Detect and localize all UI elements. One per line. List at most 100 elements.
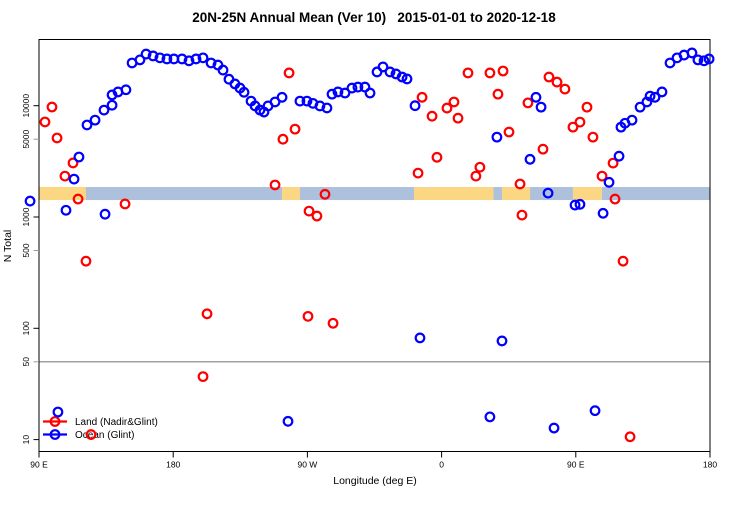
legend-marker-ocean-icon — [49, 429, 61, 440]
data-point-ocean — [401, 73, 413, 85]
data-point-ocean — [205, 57, 217, 69]
data-point-ocean — [161, 53, 173, 65]
data-point-ocean — [339, 87, 351, 99]
data-point-land — [80, 255, 92, 267]
data-point-land — [596, 170, 608, 182]
coverage-band-segment — [501, 187, 531, 201]
data-point-ocean — [414, 332, 426, 344]
data-point-land — [551, 76, 563, 88]
data-point-land — [303, 205, 315, 217]
data-point-land — [319, 188, 331, 200]
data-point-ocean — [496, 335, 508, 347]
data-point-land — [559, 83, 571, 95]
data-point-land — [441, 102, 453, 114]
data-point-ocean — [321, 102, 333, 114]
data-point-land — [503, 126, 515, 138]
data-point-ocean — [190, 53, 202, 65]
data-point-land — [474, 161, 486, 173]
data-point-land — [462, 67, 474, 79]
axis-layer: 90 E 180 90 W 0 90 E 180 10 50 100 500 1000 5000 100… — [21, 94, 717, 470]
legend-label-ocean: Ocean (Glint) — [75, 430, 134, 441]
data-point-land — [201, 308, 213, 320]
y-tick-label: 100 — [21, 321, 31, 335]
data-point-ocean — [384, 66, 396, 78]
x-tick-label: 180 — [166, 460, 180, 470]
legend-label-land: Land (Nadir&Glint) — [75, 417, 158, 428]
data-point-ocean — [183, 55, 195, 67]
data-point-ocean — [597, 207, 609, 219]
data-point-ocean — [692, 54, 704, 66]
data-point-ocean — [99, 208, 111, 220]
data-point-ocean — [147, 50, 159, 62]
data-point-land — [426, 110, 438, 122]
data-point-ocean — [176, 53, 188, 65]
data-point-ocean — [134, 54, 146, 66]
data-point-ocean — [68, 173, 80, 185]
data-point-land — [46, 101, 58, 113]
coverage-band — [39, 187, 710, 201]
data-point-land — [72, 193, 84, 205]
data-point-ocean — [396, 71, 408, 83]
y-tick-label: 1000 — [21, 207, 31, 226]
data-point-land — [412, 167, 424, 179]
data-point-ocean — [269, 96, 281, 108]
data-point-land — [492, 88, 504, 100]
data-point-ocean — [634, 101, 646, 113]
data-point-ocean — [542, 187, 554, 199]
data-point-ocean — [120, 84, 132, 96]
data-point-land — [452, 112, 464, 124]
data-point-ocean — [326, 88, 338, 100]
coverage-band-segment — [39, 187, 86, 201]
data-point-ocean — [276, 91, 288, 103]
x-tick-label: 90 W — [297, 460, 317, 470]
x-axis-title: Longitude (deg E) — [333, 475, 416, 487]
data-point-ocean — [377, 61, 389, 73]
data-point-ocean — [197, 52, 209, 64]
data-point-ocean — [548, 422, 560, 434]
chart-title: 20N-25N Annual Mean (Ver 10) 2015-01-01 … — [192, 10, 556, 25]
x-tick-label: 0 — [439, 460, 444, 470]
data-point-land — [39, 116, 51, 128]
data-point-ocean — [649, 91, 661, 103]
data-point-ocean — [409, 100, 421, 112]
data-point-land — [431, 151, 443, 163]
data-point-ocean — [569, 199, 581, 211]
data-point-ocean — [346, 82, 358, 94]
data-point-ocean — [364, 87, 376, 99]
y-tick-label: 50 — [21, 357, 31, 367]
y-tick-label: 5000 — [21, 129, 31, 148]
data-point-ocean — [301, 95, 313, 107]
data-point-ocean — [81, 119, 93, 131]
data-point-ocean — [60, 204, 72, 216]
data-point-land — [516, 209, 528, 221]
data-point-land — [497, 65, 509, 77]
data-point-land — [59, 170, 71, 182]
legend-marker-land-icon — [49, 416, 61, 427]
data-point-ocean — [282, 415, 294, 427]
y-tick-label: 10000 — [21, 94, 31, 118]
data-point-land — [543, 71, 555, 83]
data-point-land — [67, 157, 79, 169]
data-point-ocean — [294, 95, 306, 107]
data-point-ocean — [24, 195, 36, 207]
x-tick-label: 90 E — [30, 460, 48, 470]
data-point-ocean — [217, 64, 229, 76]
coverage-band-segment — [414, 187, 494, 201]
data-point-ocean — [686, 47, 698, 59]
data-point-ocean — [352, 81, 364, 93]
data-point-ocean — [664, 57, 676, 69]
data-point-ocean — [644, 90, 656, 102]
data-point-land — [522, 97, 534, 109]
data-point-ocean — [73, 151, 85, 163]
data-point-land — [302, 310, 314, 322]
data-point-land — [574, 116, 586, 128]
data-point-land — [567, 121, 579, 133]
data-point-ocean — [98, 104, 110, 116]
data-point-ocean — [491, 131, 503, 143]
data-point-land — [617, 255, 629, 267]
coverage-band-segment — [493, 187, 502, 201]
data-point-ocean — [589, 405, 601, 417]
coverage-band-segment — [572, 187, 602, 201]
data-point-ocean — [89, 114, 101, 126]
